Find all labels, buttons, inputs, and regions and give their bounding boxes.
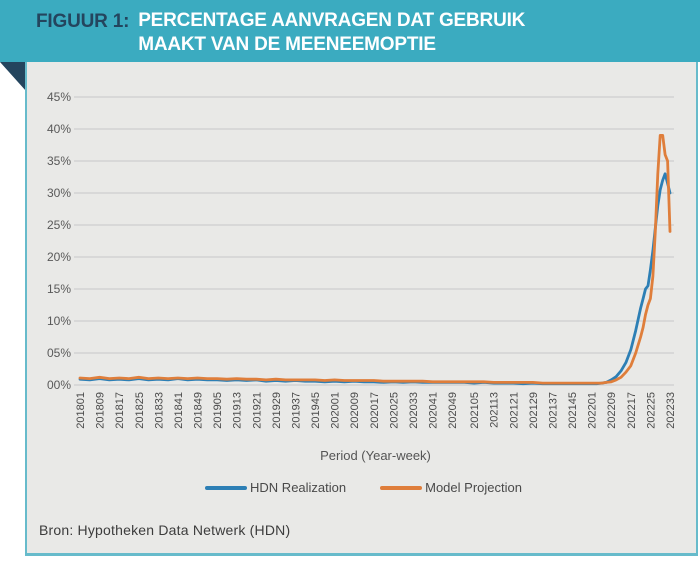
x-tick-label: 202217	[626, 392, 638, 429]
x-tick-label: 202105	[469, 392, 481, 429]
x-tick-label: 202129	[528, 392, 540, 429]
x-tick-label: 202209	[606, 392, 618, 429]
x-tick-label: 201825	[134, 392, 146, 429]
legend-item-hdn: HDN Realization	[205, 480, 346, 495]
y-tick-label: 00%	[47, 378, 71, 392]
x-axis-tick-labels: 201801 201809 201817 201825 201833 201841 2018…	[75, 392, 677, 429]
chart-panel: 00% 05% 10% 15% 20% 25% 30% 35% 40% 45% 201801 201…	[25, 62, 698, 556]
hdn-realization-line	[78, 172, 672, 386]
y-axis-tick-labels: 00% 05% 10% 15% 20% 25% 30% 35% 40% 45%	[47, 90, 71, 392]
y-tick-label: 20%	[47, 250, 71, 264]
x-tick-label: 202017	[369, 392, 381, 429]
y-tick-label: 40%	[47, 122, 71, 136]
x-tick-label: 201833	[153, 392, 165, 429]
y-tick-label: 10%	[47, 314, 71, 328]
series-lines	[78, 134, 672, 386]
x-tick-label: 202033	[408, 392, 420, 429]
x-tick-label: 202137	[547, 392, 559, 429]
x-tick-label: 201841	[173, 392, 185, 429]
legend-label-model: Model Projection	[425, 480, 522, 495]
y-tick-label: 25%	[47, 218, 71, 232]
figure-title-line1: PERCENTAGE AANVRAGEN DAT GEBRUIK	[138, 10, 526, 31]
x-tick-label: 201945	[310, 392, 322, 429]
legend-label-hdn: HDN Realization	[250, 480, 347, 495]
x-tick-label: 201929	[271, 392, 283, 429]
line-chart: 00%05%10%15%20%25%30%35%40%45% 201801 201…	[47, 90, 677, 429]
x-tick-label: 201809	[95, 392, 107, 429]
x-tick-label: 202201	[587, 392, 599, 429]
corner-fold-decoration	[0, 62, 26, 91]
x-tick-label: 202041	[428, 392, 440, 429]
y-tick-label: 35%	[47, 154, 71, 168]
y-tick-label: 30%	[47, 186, 71, 200]
x-tick-label: 202009	[349, 392, 361, 429]
figure-header: FIGUUR 1: PERCENTAGE AANVRAGEN DAT GEBRU…	[0, 0, 700, 62]
x-tick-label: 201937	[290, 392, 302, 429]
figure-label: FIGUUR 1:	[36, 11, 130, 32]
x-tick-label: 202001	[330, 392, 342, 429]
x-tick-label: 201801	[75, 392, 87, 429]
chart-legend: HDN Realization Model Projection	[27, 480, 700, 495]
y-tick-label: 45%	[47, 90, 71, 104]
hdn-line-swatch	[205, 485, 248, 490]
x-axis-title: Period (Year-week)	[320, 448, 431, 463]
figure-title-line2: MAAKT VAN DE MEENEEMOPTIE	[138, 34, 436, 55]
x-tick-label: 201905	[212, 392, 224, 429]
x-tick-label: 201817	[114, 392, 126, 429]
x-tick-label: 202225	[645, 392, 657, 429]
figure-title: PERCENTAGE AANVRAGEN DAT GEBRUIK MAAKT V…	[138, 9, 525, 57]
x-tick-label: 202233	[665, 392, 677, 429]
y-tick-label: 05%	[47, 346, 71, 360]
source-text: Bron: Hypotheken Data Netwerk (HDN)	[39, 522, 291, 538]
legend-item-model: Model Projection	[380, 480, 522, 495]
x-tick-label: 201849	[193, 392, 205, 429]
model-projection-line	[78, 134, 672, 385]
x-tick-label: 202049	[447, 392, 459, 429]
x-tick-label: 202121	[508, 392, 520, 429]
x-tick-label: 201921	[251, 392, 263, 429]
x-tick-label: 202145	[567, 392, 579, 429]
gridlines	[74, 96, 674, 386]
y-tick-label: 15%	[47, 282, 71, 296]
x-tick-label: 202025	[388, 392, 400, 429]
x-tick-label: 201913	[232, 392, 244, 429]
x-tick-label: 202113	[489, 392, 501, 428]
model-line-swatch	[380, 485, 423, 490]
